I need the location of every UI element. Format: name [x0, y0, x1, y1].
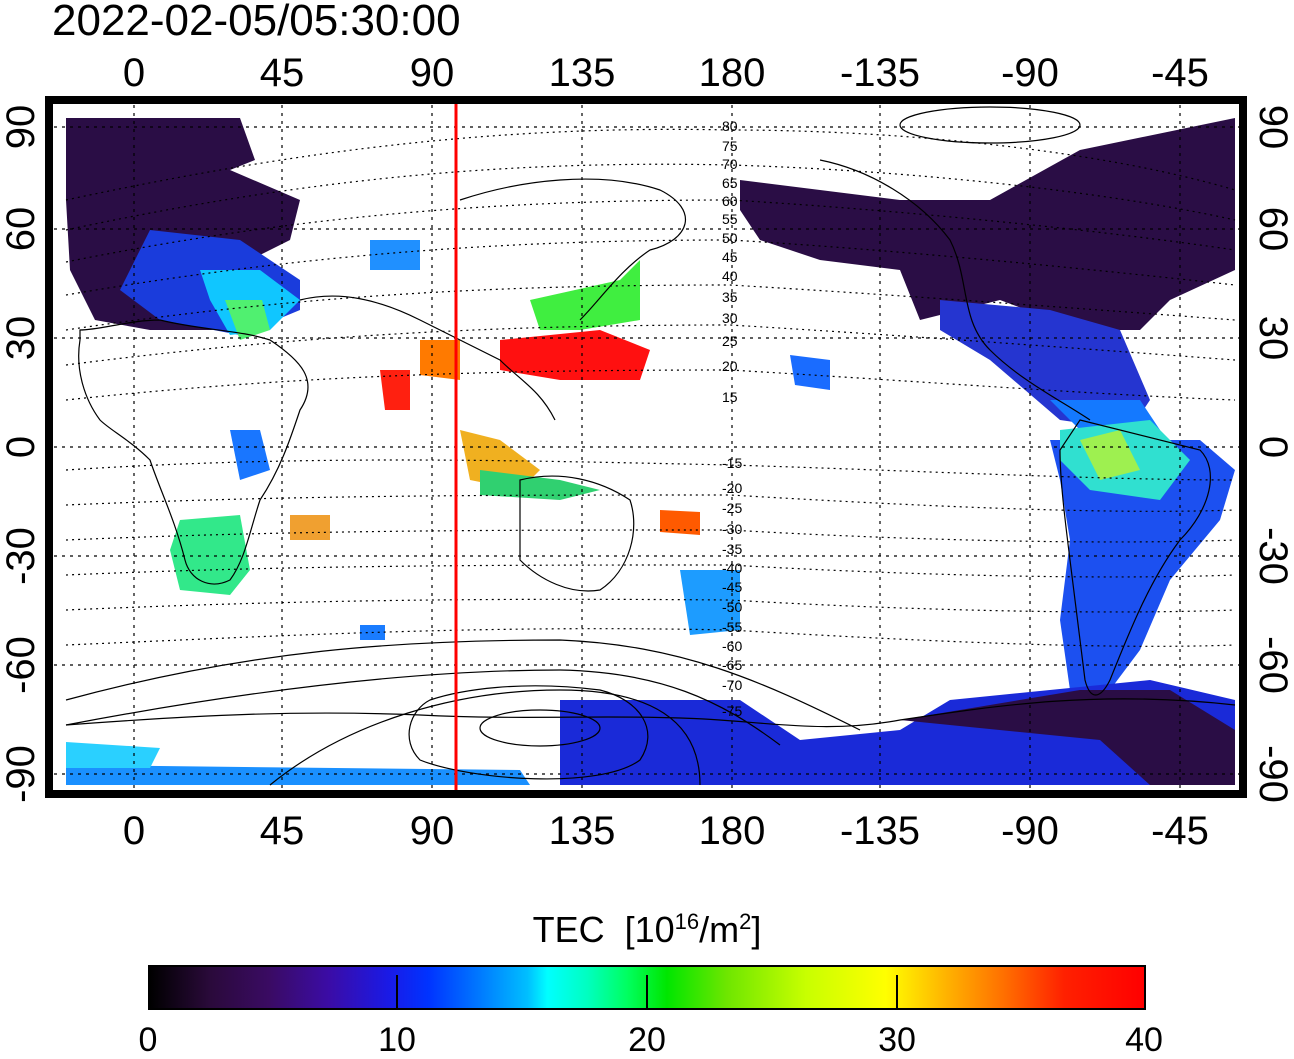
lon-tick-label: 180	[699, 809, 766, 853]
colorbar-label: 10	[378, 1021, 416, 1059]
lat-tick-label: 90	[0, 105, 43, 150]
right-latitude-labels: 90 60 30 0 -30 -60 -90	[1251, 105, 1294, 803]
lon-tick-label: -135	[840, 51, 920, 95]
colorbar-tick	[646, 975, 648, 1010]
lon-tick-label: -135	[840, 809, 920, 853]
colorbar-unit-mid: /m	[699, 909, 740, 950]
magnetic-pole-contours	[65, 106, 1081, 786]
mlat-label: -30	[722, 521, 742, 537]
lon-tick-label: -90	[1001, 809, 1059, 853]
left-latitude-labels: 90 60 30 0 -30 -60 -90	[0, 105, 43, 803]
bottom-longitude-labels: 0 45 90 135 180 -135 -90 -45	[123, 809, 1209, 853]
lat-tick-label: 60	[1251, 207, 1294, 252]
lat-tick-label: 0	[0, 436, 43, 458]
lon-tick-label: -90	[1001, 51, 1059, 95]
colorbar-quantity: TEC	[532, 909, 605, 950]
mlat-label: 80	[722, 118, 738, 134]
mlat-label: -75	[722, 703, 742, 719]
lat-tick-label: -90	[0, 745, 43, 803]
mlat-label: 70	[722, 156, 738, 172]
mlat-label: 75	[722, 138, 738, 154]
mlat-label: 40	[722, 268, 738, 284]
colorbar-unit-suffix: ]	[751, 909, 762, 950]
mlat-label: 20	[722, 358, 738, 374]
mlat-label: -35	[722, 541, 742, 557]
lat-tick-label: -60	[1251, 636, 1294, 694]
lon-tick-label: -45	[1151, 51, 1209, 95]
mlat-label: -25	[722, 500, 742, 516]
mlat-label: -70	[722, 677, 742, 693]
lon-tick-label: 90	[410, 809, 455, 853]
colorbar-unit-prefix: [10	[624, 909, 675, 950]
lat-tick-label: -30	[1251, 527, 1294, 585]
lat-tick-label: 30	[0, 316, 43, 361]
mlat-label: 65	[722, 175, 738, 191]
lat-tick-label: -60	[0, 636, 43, 694]
mlat-label: 60	[722, 193, 738, 209]
lon-tick-label: 0	[123, 809, 145, 853]
lon-tick-label: 0	[123, 51, 145, 95]
mlat-label: -60	[722, 638, 742, 654]
lon-tick-label: 45	[260, 809, 305, 853]
lat-tick-label: -90	[1251, 745, 1294, 803]
tec-map: 80 75 70 65 60 55 50 45 40 35 30 25 20 1…	[0, 51, 1294, 853]
colorbar-label: 0	[138, 1021, 158, 1059]
map-frame	[45, 96, 1247, 798]
lon-tick-label: -45	[1151, 809, 1209, 853]
magnetic-latitude-labels: 80 75 70 65 60 55 50 45 40 35 30 25 20 1…	[722, 118, 742, 719]
lat-tick-label: 60	[0, 207, 43, 252]
mlat-label: -40	[722, 560, 742, 576]
lat-tick-label: 0	[1251, 436, 1294, 458]
mlat-label: -65	[722, 657, 742, 673]
colorbar-title: TEC [1016/m2]	[0, 900, 1294, 952]
mlat-label: -55	[722, 619, 742, 635]
colorbar-tick	[396, 975, 398, 1010]
lat-tick-label: 90	[1251, 105, 1294, 150]
top-longitude-labels: 0 45 90 135 180 -135 -90 -45	[123, 51, 1209, 95]
lon-tick-label: 180	[699, 51, 766, 95]
lon-tick-label: 135	[549, 809, 616, 853]
lon-tick-label: 135	[549, 51, 616, 95]
mlat-label: -45	[722, 579, 742, 595]
colorbar-label: 40	[1125, 1021, 1163, 1059]
mlat-label: 45	[722, 249, 738, 265]
colorbar-unit-exponent: 16	[674, 909, 700, 934]
colorbar-unit-exponent-2: 2	[739, 909, 752, 934]
graticule	[46, 97, 1246, 797]
coastlines	[65, 159, 1236, 728]
colorbar-label: 20	[628, 1021, 666, 1059]
mlat-label: 50	[722, 230, 738, 246]
mlat-label: -15	[722, 455, 742, 471]
tec-data-layer	[66, 118, 1235, 785]
mlat-label: 15	[722, 389, 738, 405]
timestamp-title: 2022-02-05/05:30:00	[52, 0, 461, 45]
colorbar-label: 30	[878, 1021, 916, 1059]
mlat-label: 35	[722, 289, 738, 305]
colorbar-tick	[896, 975, 898, 1010]
mlat-label: -20	[722, 480, 742, 496]
lon-tick-label: 45	[260, 51, 305, 95]
mlat-label: 25	[722, 333, 738, 349]
mlat-label: 30	[722, 310, 738, 326]
magnetic-latitude-contours	[65, 128, 1236, 647]
lat-tick-label: -30	[0, 527, 43, 585]
mlat-label: -50	[722, 599, 742, 615]
lat-tick-label: 30	[1251, 316, 1294, 361]
lon-tick-label: 90	[410, 51, 455, 95]
mlat-label: 55	[722, 211, 738, 227]
